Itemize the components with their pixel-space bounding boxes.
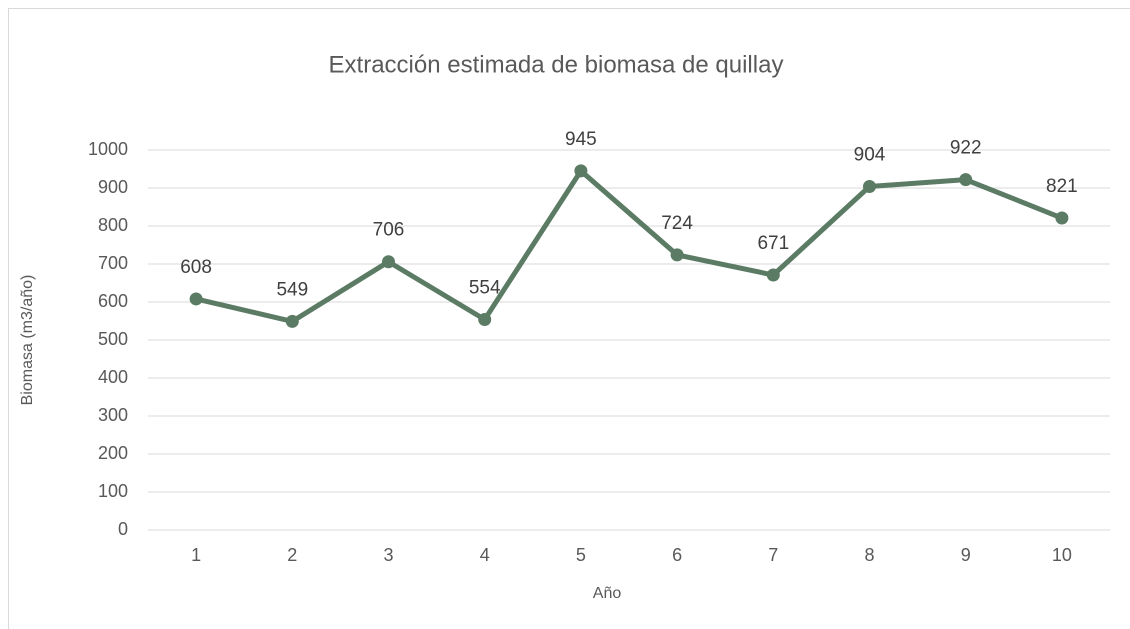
- data-point: [285, 314, 299, 328]
- x-tick-label: 6: [672, 545, 682, 565]
- data-point: [382, 255, 395, 269]
- data-label: 821: [1046, 176, 1078, 197]
- y-tick-label: 0: [118, 519, 128, 539]
- y-tick-label: 700: [98, 253, 128, 273]
- data-label: 945: [565, 129, 597, 150]
- data-point: [766, 268, 780, 282]
- data-label: 671: [757, 233, 789, 254]
- y-tick-label: 500: [98, 329, 128, 349]
- y-tick-label: 600: [98, 291, 128, 311]
- data-label: 922: [950, 138, 982, 159]
- data-label: 554: [469, 277, 501, 298]
- x-tick-label: 10: [1052, 545, 1072, 565]
- data-label: 549: [276, 279, 308, 300]
- y-tick-label: 900: [98, 177, 128, 197]
- x-axis-title: Año: [593, 585, 622, 602]
- y-tick-label: 200: [98, 443, 128, 463]
- data-point: [574, 164, 588, 178]
- x-tick-label: 8: [864, 545, 874, 565]
- x-tick-label: 1: [191, 545, 201, 565]
- x-tick-label: 3: [383, 545, 393, 565]
- x-tick-label: 7: [768, 545, 778, 565]
- chart-title: Extracción estimada de biomasa de quilla…: [329, 51, 784, 78]
- data-point: [1055, 211, 1069, 225]
- y-tick-label: 100: [98, 481, 128, 501]
- x-tick-label: 4: [480, 545, 490, 565]
- data-line: [195, 168, 1063, 324]
- y-tick-label: 400: [98, 367, 128, 387]
- chart-border: [8, 8, 1130, 629]
- x-tick-label: 9: [961, 545, 971, 565]
- y-axis-title: Biomasa (m3/año): [19, 275, 36, 406]
- data-label: 904: [854, 144, 886, 165]
- x-tick-label: 2: [287, 545, 297, 565]
- y-tick-label: 300: [98, 405, 128, 425]
- data-point: [959, 173, 973, 187]
- y-tick-label: 800: [98, 215, 128, 235]
- data-point: [863, 179, 876, 193]
- x-tick-label: 5: [576, 545, 586, 565]
- data-point: [670, 248, 684, 262]
- data-label: 608: [180, 257, 212, 278]
- data-point: [189, 292, 203, 306]
- y-tick-label: 1000: [88, 139, 128, 159]
- data-label: 724: [661, 213, 693, 234]
- data-label: 706: [373, 220, 405, 241]
- data-point: [478, 312, 492, 326]
